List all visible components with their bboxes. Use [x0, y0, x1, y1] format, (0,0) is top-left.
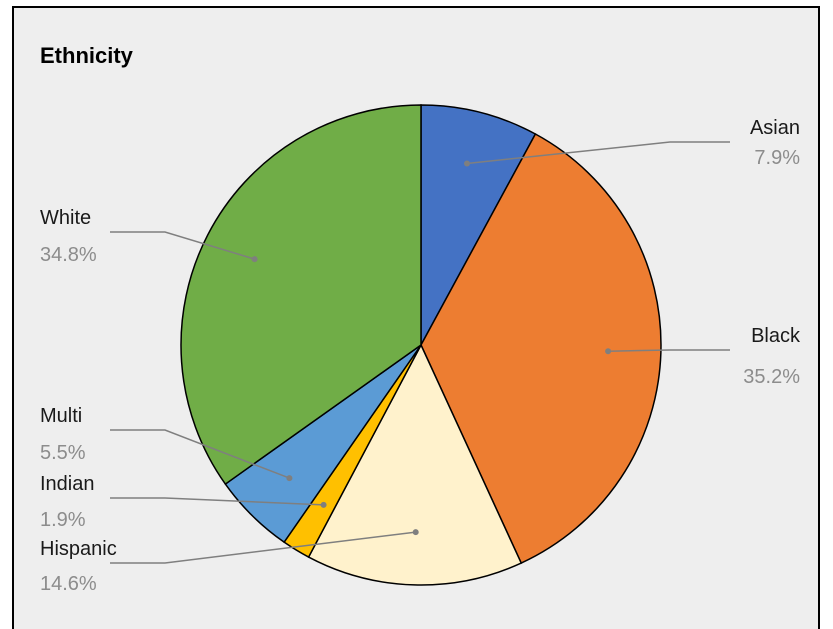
- leader-dot-white: [251, 256, 258, 263]
- leader-lines: [110, 141, 730, 564]
- pie-slice-black: [420, 133, 662, 565]
- leader-line-asian: [466, 141, 730, 165]
- value-label-white: 34.8%: [40, 244, 97, 266]
- leader-line-black: [608, 349, 730, 352]
- value-label-black: 35.2%: [743, 366, 800, 388]
- leader-dot-black: [605, 348, 612, 355]
- category-label-multi: Multi: [40, 405, 82, 427]
- value-label-hispanic: 14.6%: [40, 573, 97, 595]
- pie-slices: [180, 104, 662, 586]
- category-label-hispanic: Hispanic: [40, 538, 117, 560]
- category-label-indian: Indian: [40, 473, 95, 495]
- value-label-multi: 5.5%: [40, 442, 86, 464]
- chart-title: Ethnicity: [40, 43, 134, 68]
- pie-slice-asian: [420, 104, 537, 346]
- leader-line-hispanic: [110, 531, 416, 564]
- category-label-black: Black: [751, 325, 801, 347]
- category-label-asian: Asian: [750, 117, 800, 139]
- leader-line-multi: [110, 429, 290, 479]
- leader-line-indian: [110, 497, 324, 506]
- value-label-asian: 7.9%: [754, 147, 800, 169]
- data-labels: Asian 7.9% Black 35.2% Hispanic 14.6% Indian 1.…: [40, 117, 801, 595]
- value-label-indian: 1.9%: [40, 509, 86, 531]
- pie-slice-hispanic: [307, 343, 523, 586]
- pie-slice-white: [180, 104, 422, 486]
- leader-dot-multi: [286, 475, 293, 482]
- leader-dot-indian: [320, 501, 327, 508]
- leader-line-white: [110, 231, 255, 260]
- category-label-white: White: [40, 207, 91, 229]
- leader-dot-asian: [464, 160, 470, 167]
- leader-dot-hispanic: [412, 529, 419, 536]
